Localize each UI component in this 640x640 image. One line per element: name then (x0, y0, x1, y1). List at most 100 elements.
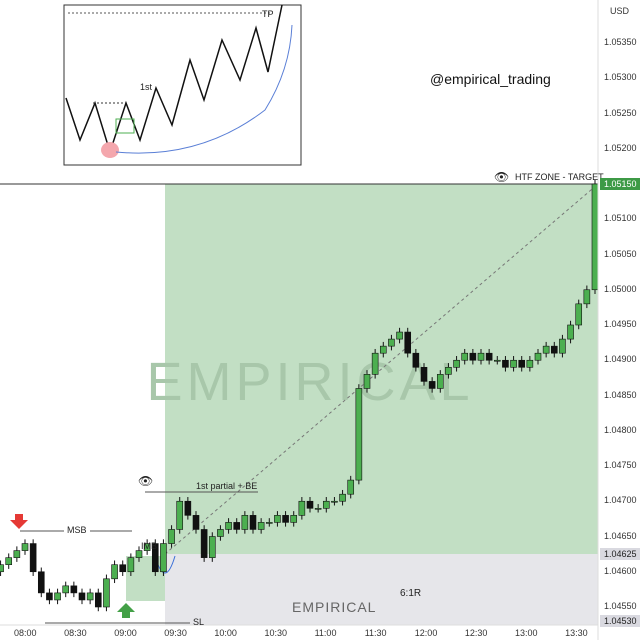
candle-body (5, 557, 13, 566)
candle-body (21, 543, 29, 551)
inset-1st-label: 1st (140, 82, 153, 92)
currency-label: USD (610, 6, 630, 16)
handle-label: @empirical_trading (430, 71, 551, 87)
price-tag: 1.05150 (600, 178, 640, 190)
stop-zone (165, 554, 598, 625)
candle-body (306, 500, 314, 509)
candle-body (0, 564, 4, 573)
candle-body (111, 564, 118, 580)
candle-body (550, 345, 558, 354)
x-tick-label: 13:00 (515, 628, 538, 638)
candle-body (559, 338, 566, 354)
y-tick-label: 1.05300 (604, 72, 637, 83)
candle-body (160, 543, 167, 573)
candle-body (37, 571, 45, 594)
candle-body (13, 550, 21, 558)
y-tick-label: 1.04800 (604, 424, 637, 435)
candle-body (339, 493, 346, 502)
candle-body (591, 183, 599, 291)
candle-body (241, 515, 249, 530)
y-tick-label: 1.04700 (604, 495, 637, 506)
candle-body (54, 592, 61, 601)
eye-icon: 👁 (138, 474, 154, 488)
candle-body (176, 500, 184, 530)
rr-diagonal (164, 183, 599, 555)
x-tick-label: 11:30 (364, 628, 387, 638)
candle-body (119, 564, 127, 573)
candle-body (208, 536, 216, 558)
candle-body (518, 359, 526, 368)
msb-label: MSB (64, 525, 90, 535)
candle-body (184, 500, 192, 516)
candle-body (388, 338, 395, 347)
htf-label: HTF ZONE - TARGET (515, 172, 604, 182)
candle-body (404, 331, 412, 354)
candle-body (290, 515, 298, 523)
candle-body (314, 507, 322, 510)
candle-body (379, 345, 387, 354)
candle-body (168, 529, 175, 544)
candle-body (469, 352, 477, 361)
up-arrow-icon (117, 603, 135, 618)
imb-label: IMB (141, 541, 158, 551)
inset-diagram (63, 4, 302, 166)
x-tick-label: 11:00 (314, 628, 337, 638)
x-tick-label: 08:00 (14, 628, 37, 638)
candle-body (322, 500, 330, 509)
y-tick-label: 1.04550 (604, 601, 637, 611)
y-tick-label: 1.05000 (604, 283, 637, 294)
candle-body (282, 515, 289, 523)
candle-body (493, 359, 501, 362)
candle-body (347, 479, 355, 495)
candle-body (583, 289, 591, 305)
x-tick-label: 08:30 (64, 628, 87, 638)
candle-body (94, 592, 102, 608)
candle-body (103, 578, 110, 608)
candle-body (477, 352, 485, 361)
candle-body (436, 374, 444, 389)
x-tick-label: 10:00 (214, 628, 237, 638)
y-tick-label: 1.05250 (604, 107, 637, 118)
y-tick-label: 1.05200 (604, 142, 637, 153)
candle-body (355, 388, 363, 481)
candle-body (485, 352, 493, 361)
candle-body (575, 303, 583, 326)
candle-body (62, 585, 70, 594)
candle-body (420, 366, 428, 382)
candle-body (127, 557, 135, 573)
y-tick-label: 1.04650 (604, 530, 637, 541)
price-tag: 1.04530 (600, 615, 640, 628)
candle-body (510, 359, 517, 368)
candle-body (29, 543, 37, 573)
logo-watermark: EMPIRICAL (292, 599, 377, 615)
candle-body (249, 515, 257, 530)
candle-body (265, 522, 273, 524)
candle-body (192, 515, 200, 530)
candle-body (412, 352, 420, 368)
candle-body (526, 359, 534, 368)
candle-body (331, 500, 338, 503)
y-tick-label: 1.04900 (604, 354, 637, 365)
candle-body (225, 522, 232, 530)
candle-body (143, 543, 151, 551)
x-tick-label: 09:30 (164, 628, 187, 638)
x-tick-label: 09:00 (114, 628, 137, 638)
partial-label: 1st partial + BE (196, 481, 258, 491)
candle-body (371, 352, 379, 375)
candle-body (453, 359, 460, 368)
price-tag: 1.04625 (600, 548, 640, 561)
candle-body (534, 352, 542, 361)
candle-body (257, 522, 265, 530)
candle-body (233, 522, 241, 530)
candle-body (135, 550, 143, 558)
candle-body (445, 366, 452, 375)
y-tick-label: 1.05350 (604, 37, 637, 47)
candle-body (567, 324, 574, 340)
candle-body (78, 592, 86, 601)
x-tick-label: 12:00 (414, 628, 438, 638)
x-tick-label: 10:30 (264, 628, 288, 638)
y-tick-label: 1.04950 (604, 319, 637, 329)
candle-body (70, 585, 78, 594)
down-arrow-icon (10, 514, 28, 529)
